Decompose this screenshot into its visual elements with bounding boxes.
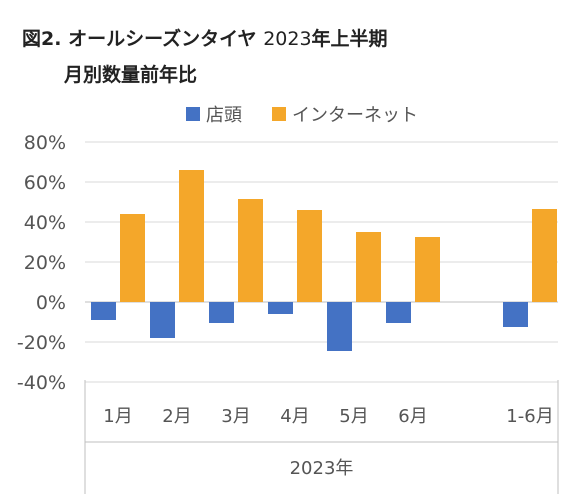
bar-store	[268, 302, 293, 314]
bar-store	[327, 302, 352, 351]
bar-internet	[415, 237, 440, 302]
bar-internet	[532, 209, 557, 302]
title-main: オールシーズンタイヤ	[68, 28, 257, 50]
y-tick-label: 40%	[24, 212, 66, 234]
legend-label-internet: インターネット	[292, 105, 418, 126]
chart-subtitle: 月別数量前年比	[64, 64, 198, 86]
title-prefix: 図2.	[22, 28, 62, 50]
x-tick-label: 5月	[339, 406, 368, 427]
legend-swatch-store	[186, 107, 200, 121]
y-tick-label: 0%	[36, 292, 66, 314]
title-year: 2023	[263, 28, 312, 50]
bar-internet	[238, 199, 263, 302]
bar-store	[503, 302, 528, 327]
legend-swatch-internet	[272, 107, 286, 121]
x-tick-label: 6月	[398, 406, 427, 427]
y-tick-label: 20%	[24, 252, 66, 274]
bar-store	[150, 302, 175, 338]
y-tick-label: -40%	[17, 372, 66, 394]
title-suffix: 年上半期	[311, 28, 388, 50]
x-group-label: 2023年	[290, 458, 354, 479]
legend-label-store: 店頭	[206, 105, 242, 126]
chart-title: 図2. オールシーズンタイヤ 2023年上半期	[22, 24, 388, 51]
bar-store	[386, 302, 411, 323]
bar-internet	[297, 210, 322, 302]
x-tick-label: 2月	[162, 406, 191, 427]
bar-internet	[179, 170, 204, 302]
x-tick-label: 1月	[103, 406, 132, 427]
x-tick-label: 3月	[221, 406, 250, 427]
bar-store	[91, 302, 116, 320]
bar-internet	[356, 232, 381, 302]
x-tick-label: 1-6月	[506, 406, 553, 427]
y-tick-label: 60%	[24, 172, 66, 194]
bar-internet	[120, 214, 145, 302]
x-tick-label: 4月	[280, 406, 309, 427]
y-tick-label: 80%	[24, 132, 66, 154]
y-tick-label: -20%	[17, 332, 66, 354]
bar-store	[209, 302, 234, 323]
